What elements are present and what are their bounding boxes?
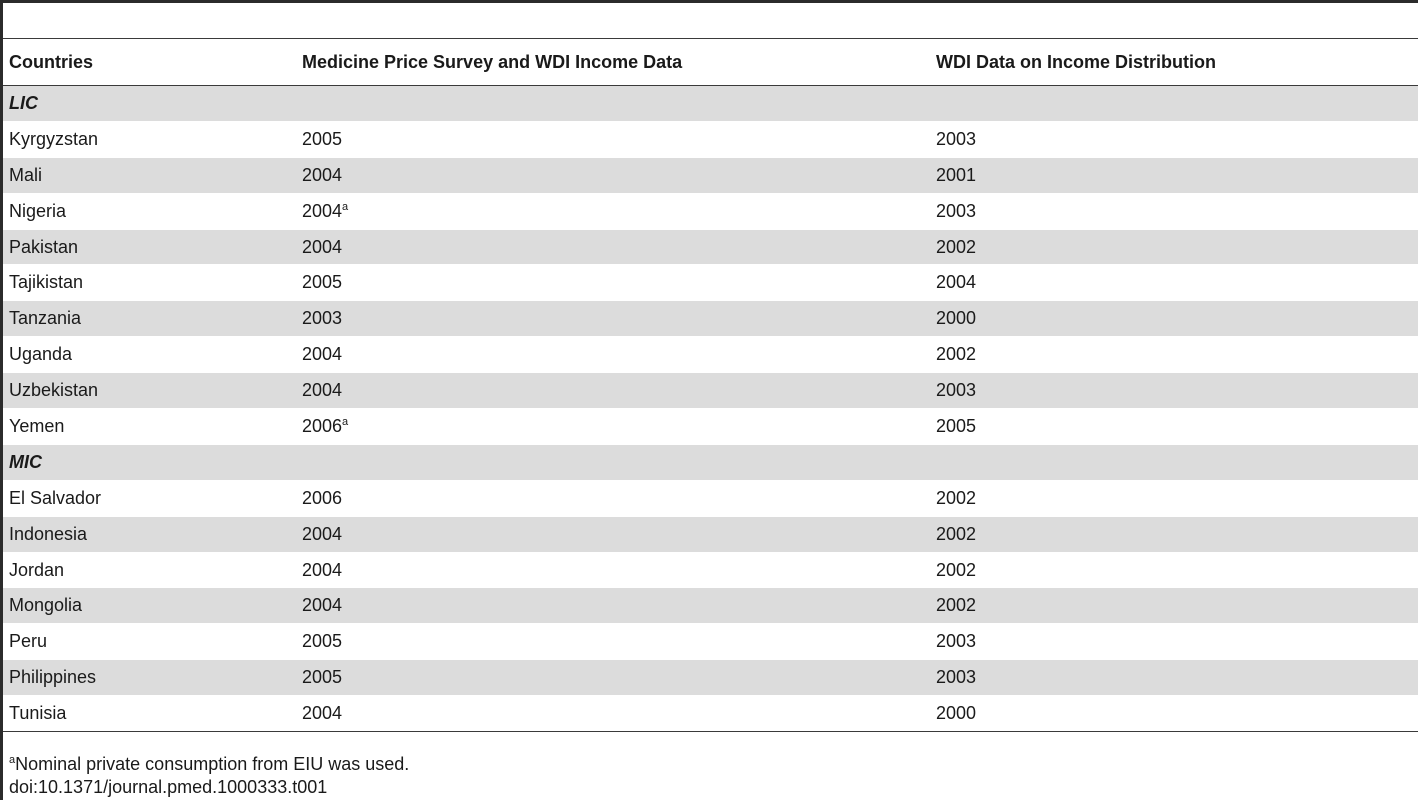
survey-year-value: 2004 [302,523,343,544]
survey-year-cell: 2004 [296,588,930,624]
country-cell: El Salvador [9,487,102,508]
wdi-year-cell: 2003 [936,200,977,221]
table-row: Indonesia 2004 2002 [3,516,1418,553]
header-row: Countries Medicine Price Survey and WDI … [3,38,1418,86]
footnote-text: Nominal private consumption from EIU was… [15,754,410,774]
country-cell: Yemen [9,415,65,436]
footnote-marker: a [9,754,16,766]
wdi-year-cell: 2003 [936,380,977,401]
country-cell: Kyrgyzstan [9,128,99,149]
group-label: LIC [9,92,38,113]
group-row: MIC [3,444,1418,481]
survey-year-cell: 2005 [296,624,930,660]
country-cell: Pakistan [9,236,79,257]
survey-year-value: 2006 [302,487,343,508]
survey-year-value: 2004 [302,380,343,401]
table-row: Mongolia 2004 2002 [3,587,1418,624]
table-body: LIC Kyrgyzstan 2005 2003 Mali 2004 2001 Nigeria… [3,85,1418,732]
survey-year-value: 2004 [302,344,343,365]
footnote-a: aNominal private consumption from EIU wa… [9,753,409,776]
wdi-year-cell: 2003 [936,631,977,652]
survey-year-cell: 2004 [296,696,930,732]
survey-year-value: 2004 [302,595,343,616]
table-row: Philippines 2005 2003 [3,659,1418,696]
survey-year-cell: 2004a [296,193,930,229]
survey-year-value: 2005 [302,631,343,652]
group-row: LIC [3,85,1418,122]
wdi-year-cell: 2003 [936,667,977,688]
data-table: Countries Medicine Price Survey and WDI … [3,38,1418,732]
survey-year-value: 2004 [302,200,343,221]
table-row: Jordan 2004 2002 [3,552,1418,588]
table-header: Countries Medicine Price Survey and WDI … [3,38,1418,86]
table-row: Uganda 2004 2002 [3,336,1418,373]
wdi-year-cell: 2005 [936,415,977,436]
country-cell: Tanzania [9,308,82,329]
survey-year-value: 2004 [302,236,343,257]
wdi-year-cell: 2002 [936,523,977,544]
wdi-year-cell: 2000 [936,308,977,329]
country-cell: Indonesia [9,523,88,544]
table-row: El Salvador 2006 2002 [3,480,1418,517]
wdi-year-cell: 2001 [936,164,977,185]
footnote-marker: a [342,415,349,428]
table-row: Nigeria 2004a 2003 [3,193,1418,230]
group-label: MIC [9,451,42,472]
wdi-year-cell: 2003 [936,128,977,149]
doi-text: doi:10.1371/journal.pmed.1000333.t001 [9,777,328,797]
country-cell: Philippines [9,667,97,688]
table-row: Uzbekistan 2004 2003 [3,372,1418,409]
table-row: Pakistan 2004 2002 [3,229,1418,265]
survey-year-value: 2004 [302,164,343,185]
country-cell: Nigeria [9,200,67,221]
country-cell: Jordan [9,559,65,580]
wdi-year-cell: 2000 [936,703,977,724]
country-cell: Mali [9,164,43,185]
survey-year-cell: 2004 [296,552,930,588]
wdi-year-cell: 2002 [936,344,977,365]
survey-year-value: 2005 [302,667,343,688]
table-row: Peru 2005 2003 [3,623,1418,660]
wdi-year-cell: 2002 [936,595,977,616]
survey-year-cell: 2004 [296,157,930,193]
column-header-survey-year: Medicine Price Survey and WDI Income Dat… [302,51,683,72]
survey-year-value: 2005 [302,272,343,293]
table-row: Kyrgyzstan 2005 2003 [3,121,1418,158]
footnote-marker: a [342,200,349,213]
wdi-year-cell: 2004 [936,272,977,293]
table-footnotes: aNominal private consumption from EIU wa… [9,753,409,799]
country-cell: Uganda [9,344,73,365]
survey-year-cell: 2005 [296,121,930,157]
country-cell: Mongolia [9,595,83,616]
wdi-year-cell: 2002 [936,236,977,257]
country-cell: Peru [9,631,48,652]
country-cell: Tajikistan [9,272,84,293]
survey-year-value: 2003 [302,308,343,329]
survey-year-cell: 2006 [296,480,930,516]
survey-year-value: 2006 [302,415,343,436]
survey-year-cell: 2004 [296,229,930,265]
survey-year-value: 2004 [302,559,343,580]
survey-year-value: 2005 [302,128,343,149]
wdi-year-cell: 2002 [936,487,977,508]
table-row: Mali 2004 2001 [3,157,1418,194]
country-cell: Uzbekistan [9,380,99,401]
table-row: Tajikistan 2005 2004 [3,264,1418,301]
survey-year-value: 2004 [302,703,343,724]
column-header-wdi-year: WDI Data on Income Distribution [936,51,1217,72]
survey-year-cell: 2003 [296,301,930,337]
survey-year-cell: 2004 [296,516,930,552]
table-row: Tanzania 2003 2000 [3,300,1418,337]
table-row: Tunisia 2004 2000 [3,695,1418,732]
country-cell: Tunisia [9,703,67,724]
survey-year-cell: 2004 [296,337,930,373]
table-row: Yemen 2006a 2005 [3,408,1418,445]
column-header-countries: Countries [9,51,94,72]
survey-year-cell: 2004 [296,373,930,409]
wdi-year-cell: 2002 [936,559,977,580]
survey-year-cell: 2005 [296,265,930,301]
survey-year-cell: 2005 [296,660,930,696]
survey-year-cell: 2006a [296,409,930,445]
